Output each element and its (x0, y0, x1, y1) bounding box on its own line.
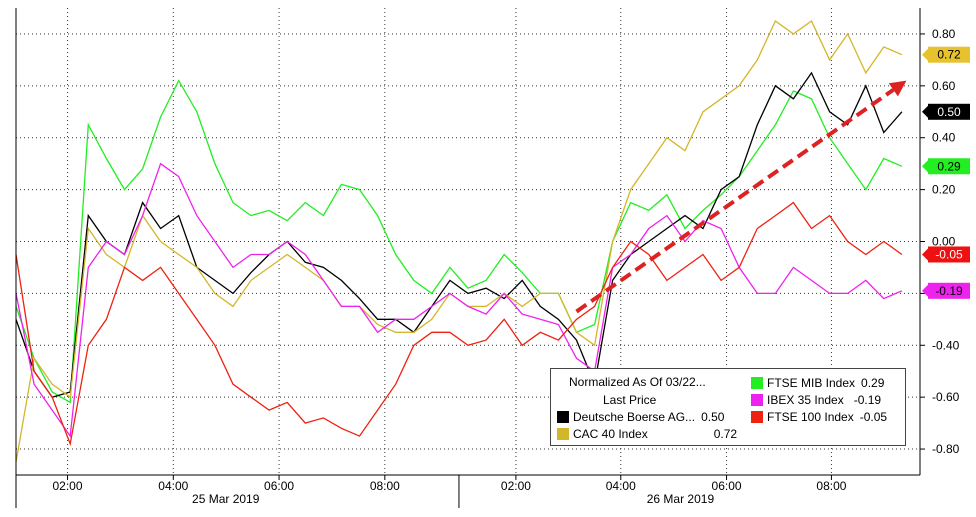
legend-label: FTSE MIB Index (767, 376, 856, 390)
last-value-badge (928, 46, 970, 63)
last-value-badge (928, 246, 970, 263)
trend-arrow-head (888, 80, 907, 97)
legend-label: Deutsche Boerse AG... (573, 410, 696, 424)
trend-arrow-line (575, 88, 895, 314)
legend-item-cac-40: CAC 40 Index 0.72 (557, 427, 737, 441)
axes: -0.80-0.60-0.40-0.200.000.200.400.600.80… (15, 8, 960, 508)
y-tick-label: 0.80 (932, 27, 956, 41)
legend-value: 0.29 (861, 376, 885, 390)
x-tick-label: 06:00 (712, 479, 742, 493)
legend-swatch (751, 377, 763, 389)
date-label: 25 Mar 2019 (192, 492, 260, 506)
legend-label: IBEX 35 Index (767, 393, 844, 407)
legend-item-ibex-35: IBEX 35 Index -0.19 (751, 393, 881, 407)
badge-pointer (922, 105, 928, 118)
legend: Normalized As Of 03/22... Last Price Deu… (550, 368, 906, 446)
legend-title: Normalized As Of 03/22... (569, 375, 706, 389)
x-tick-label: 02:00 (501, 479, 531, 493)
legend-swatch (557, 428, 569, 440)
y-tick-label: -0.80 (932, 442, 960, 456)
y-tick-label: -0.60 (932, 390, 960, 404)
last-value-label: 0.72 (937, 48, 961, 62)
legend-item-ftse-mib: FTSE MIB Index 0.29 (751, 376, 884, 390)
last-value-badge (928, 282, 970, 299)
date-label: 26 Mar 2019 (647, 492, 715, 506)
series-line (15, 162, 903, 438)
legend-value: 0.50 (701, 410, 725, 424)
last-value-label: 0.29 (937, 159, 961, 173)
last-value-badges: 0.72 0.50 0.29 -0.05 -0.19 (922, 46, 970, 299)
series-lines (15, 20, 903, 463)
series-line (15, 201, 903, 447)
badge-pointer (922, 48, 928, 61)
x-tick-label: 04:00 (606, 479, 636, 493)
legend-swatch (751, 394, 763, 406)
y-tick-label: 0.40 (932, 131, 956, 145)
last-value-badge (928, 103, 970, 120)
last-value-label: 0.50 (937, 105, 961, 119)
last-value-badge (928, 158, 970, 175)
y-tick-label: 0.20 (932, 183, 956, 197)
x-tick-label: 08:00 (370, 479, 400, 493)
legend-item-deutsche-boerse: Deutsche Boerse AG... 0.50 (557, 410, 724, 424)
legend-label: CAC 40 Index (573, 427, 648, 441)
badge-pointer (922, 284, 928, 297)
legend-swatch (751, 411, 763, 423)
legend-value: -0.05 (859, 410, 888, 424)
badge-pointer (922, 160, 928, 173)
x-tick-label: 08:00 (816, 479, 846, 493)
x-tick-label: 04:00 (158, 479, 188, 493)
x-tick-label: 02:00 (53, 479, 83, 493)
last-value-label: -0.19 (935, 284, 963, 298)
x-tick-label: 06:00 (264, 479, 294, 493)
trend-arrow (575, 80, 907, 314)
legend-item-ftse-100: FTSE 100 Index -0.05 (751, 410, 887, 424)
y-tick-label: -0.40 (932, 338, 960, 352)
legend-swatch (557, 411, 569, 423)
legend-label: FTSE 100 Index (767, 410, 854, 424)
legend-subtitle: Last Price (603, 393, 657, 407)
y-tick-label: 0.60 (932, 79, 956, 93)
legend-value: -0.19 (853, 393, 882, 407)
series-line (15, 71, 903, 398)
badge-pointer (922, 248, 928, 261)
last-value-label: -0.05 (935, 247, 963, 261)
series-line (15, 79, 903, 404)
y-tick-label: 0.00 (932, 235, 956, 249)
legend-value: 0.72 (713, 427, 738, 441)
